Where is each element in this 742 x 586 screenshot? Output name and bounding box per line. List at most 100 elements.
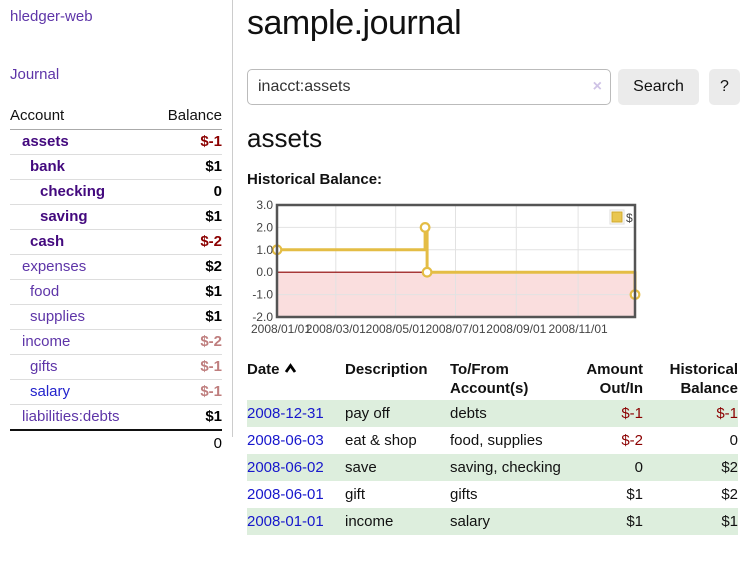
main-content: sample.journal × Search ? assets Histori… [233,4,742,535]
transaction-description: eat & shop [345,432,417,449]
transaction-description: income [345,513,394,530]
account-link-gifts[interactable]: gifts [30,358,58,375]
transaction-amount: $-2 [621,432,643,449]
transaction-row: 2008-06-01 gift gifts $1 $2 [247,481,738,508]
balance-chart-svg: $ 3.0 2.0 1.0 0.0 -1.0 -2.0 2008/01/01 2… [251,198,641,336]
svg-text:2008/01/01: 2008/01/01 [251,322,311,336]
help-button[interactable]: ? [709,69,740,105]
legend-swatch-icon [611,211,623,223]
transaction-accounts: debts [450,405,487,422]
chart-legend: $ [609,209,633,225]
account-link-salary[interactable]: salary [30,383,71,400]
account-balance: $-1 [151,129,222,155]
account-row: supplies $1 [10,304,222,330]
sidebar-journal-link[interactable]: Journal [10,66,60,83]
account-link-income[interactable]: income [22,333,71,350]
sidebar: hledger-web Journal Account Balance asse… [0,0,233,456]
account-link-saving[interactable]: saving [40,208,88,225]
search-form: × Search ? [247,69,742,105]
account-heading: assets [247,123,323,153]
balance-chart: $ 3.0 2.0 1.0 0.0 -1.0 -2.0 2008/01/01 2… [247,197,742,339]
transaction-accounts: saving, checking [450,459,561,476]
transaction-balance: $1 [721,513,738,530]
account-link-bank[interactable]: bank [30,158,66,175]
transaction-balance: $2 [721,486,738,503]
transaction-accounts: gifts [450,486,478,503]
account-row: food $1 [10,279,222,305]
transaction-row: 2008-06-03 eat & shop food, supplies $-2… [247,427,738,454]
svg-text:2008/05/01: 2008/05/01 [366,322,426,336]
svg-text:2008/11/01: 2008/11/01 [549,322,608,336]
account-link-expenses[interactable]: expenses [22,258,87,275]
app-title-link[interactable]: hledger-web [10,8,93,25]
data-point-markers [271,221,641,300]
vertical-gridlines [335,205,579,317]
svg-text:3.0: 3.0 [256,198,273,212]
account-balance: $-1 [151,354,222,380]
svg-text:-1.0: -1.0 [252,288,273,302]
transaction-row: 2008-12-31 pay off debts $-1 $-1 [247,400,738,427]
account-row: saving $1 [10,204,222,230]
transaction-row: 2008-06-02 save saving, checking 0 $2 [247,454,738,481]
account-link-food[interactable]: food [30,283,60,300]
transaction-description: pay off [345,405,390,422]
register-header-accounts: To/From Account(s) [450,361,529,397]
svg-text:2.0: 2.0 [256,220,273,234]
accounts-header-balance: Balance [151,105,222,130]
search-button[interactable]: Search [618,69,699,105]
x-axis-labels: 2008/01/01 2008/03/01 2008/05/01 2008/07… [251,322,608,336]
accounts-total-row: 0 [10,429,222,456]
register-header-date[interactable]: Date [247,358,345,400]
transaction-amount: $1 [626,486,643,503]
legend-label: $ [626,211,633,225]
account-balance: $-2 [151,329,222,355]
transaction-amount: $1 [626,513,643,530]
account-balance: $1 [151,279,222,305]
svg-text:2008/03/01: 2008/03/01 [306,322,366,336]
sort-ascending-icon [284,363,296,373]
register-table: Date Description To/From Account(s) Amou… [247,358,738,535]
plot-border [275,203,637,319]
transaction-balance: 0 [729,432,738,449]
transaction-description: save [345,459,377,476]
transaction-accounts: salary [450,513,491,530]
transaction-date-link[interactable]: 2008-06-03 [247,432,324,449]
svg-text:1.0: 1.0 [256,243,273,257]
account-link-cash[interactable]: cash [30,233,65,250]
svg-text:2008/09/01: 2008/09/01 [486,322,546,336]
account-row: cash $-2 [10,229,222,255]
transaction-date-link[interactable]: 2008-06-01 [247,486,324,503]
transaction-amount: 0 [634,459,643,476]
clear-search-icon[interactable]: × [592,78,602,95]
transaction-date-link[interactable]: 2008-12-31 [247,405,324,422]
search-input[interactable] [247,69,611,105]
page-title: sample.journal [247,4,462,42]
transaction-description: gift [345,486,366,503]
accounts-header-account: Account [10,105,152,130]
account-link-liabilities-debts[interactable]: liabilities:debts [22,408,120,425]
svg-text:2008/07/01: 2008/07/01 [425,322,485,336]
transaction-balance: $2 [721,459,738,476]
transaction-accounts: food, supplies [450,432,543,449]
page: hledger-web Journal Account Balance asse… [0,0,742,535]
account-link-assets[interactable]: assets [22,133,69,150]
transaction-balance: $-1 [716,405,738,422]
register-header-balance: Historical Balance [669,361,738,397]
accounts-table: Account Balance assets $-1 bank $1 check… [10,105,222,456]
account-row: gifts $-1 [10,354,222,380]
account-row: checking 0 [10,179,222,205]
transaction-date-link[interactable]: 2008-06-02 [247,459,324,476]
register-header-row: Date Description To/From Account(s) Amou… [247,358,738,400]
y-axis-labels: 3.0 2.0 1.0 0.0 -1.0 -2.0 [252,198,273,324]
transaction-amount: $-1 [621,405,643,422]
account-link-checking[interactable]: checking [40,183,106,200]
account-link-supplies[interactable]: supplies [30,308,86,325]
svg-text:0.0: 0.0 [256,265,273,279]
transaction-date-link[interactable]: 2008-01-01 [247,513,324,530]
account-row: bank $1 [10,154,222,180]
register-header-date-label: Date [247,361,280,378]
account-balance: 0 [151,179,222,205]
account-row: assets $-1 [10,129,222,155]
transaction-row: 2008-01-01 income salary $1 $1 [247,508,738,535]
account-balance: $1 [205,408,222,425]
